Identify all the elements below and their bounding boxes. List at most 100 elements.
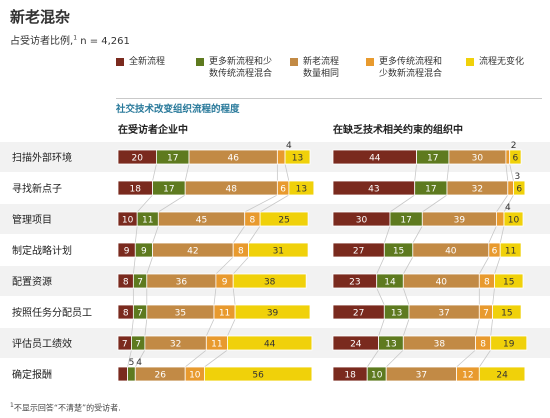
row-label: 评估员工绩效 <box>12 337 72 350</box>
legend-swatch-new <box>116 58 124 66</box>
data-label: 8 <box>480 340 486 350</box>
data-label: 20 <box>131 154 143 164</box>
data-label: 11 <box>211 340 222 350</box>
row-label: 管理项目 <box>12 213 52 226</box>
section-divider <box>116 98 542 99</box>
data-label: 18 <box>344 371 356 381</box>
data-label: 39 <box>267 309 279 319</box>
bar-segment-no-change <box>499 242 522 258</box>
data-label: 6 <box>280 185 286 195</box>
subtitle-footnote-marker: 1 <box>73 34 78 42</box>
data-label: 5 <box>129 358 135 368</box>
data-label: 35 <box>175 309 186 319</box>
data-label: 10 <box>189 371 201 381</box>
data-label: 2 <box>511 141 517 151</box>
data-label: 27 <box>353 309 364 319</box>
data-label: 8 <box>484 278 490 288</box>
data-label: 17 <box>163 185 174 195</box>
data-label: 10 <box>122 216 134 226</box>
data-label: 19 <box>503 340 515 350</box>
data-label: 44 <box>264 340 276 350</box>
data-label: 4 <box>286 141 292 151</box>
data-label: 18 <box>130 185 142 195</box>
row-label: 配置资源 <box>12 275 52 288</box>
row-label: 扫描外部环境 <box>12 151 72 164</box>
data-label: 56 <box>252 371 264 381</box>
legend-label-no-change: 流程无变化 <box>479 57 525 67</box>
legend-label-mostly-old: 更多传统流程和 少数新流程混合 <box>379 57 443 79</box>
row-label: 制定战略计划 <box>12 244 72 257</box>
data-label: 24 <box>350 340 362 350</box>
bar-segment-no-change <box>248 242 309 258</box>
chart-title: 新老混杂 <box>10 8 71 26</box>
data-label: 44 <box>369 154 381 164</box>
stacked-bar-chart: 扫描外部环境寻找新点子管理项目制定战略计划配置资源按照任务分配员工评估员工绩效确… <box>0 141 550 389</box>
data-label: 7 <box>137 278 143 288</box>
data-label: 7 <box>483 309 489 319</box>
bar-segment-no-change <box>232 273 307 289</box>
data-label: 6 <box>492 247 498 257</box>
section-title: 社交技术改变组织流程的程度 <box>116 104 240 115</box>
data-label: 15 <box>393 247 404 257</box>
panel-title-left: 在受访者企业中 <box>118 125 188 136</box>
bar-segment-no-change <box>503 211 524 227</box>
data-label: 8 <box>123 278 129 288</box>
row-label: 按照任务分配员工 <box>12 306 92 319</box>
data-label: 15 <box>503 278 514 288</box>
footnote-text: 不显示回答“不清楚”的受访者. <box>13 403 121 413</box>
data-label: 40 <box>436 278 448 288</box>
data-label: 24 <box>496 371 508 381</box>
data-label: 30 <box>472 154 484 164</box>
bar-segment-mostly-old <box>276 149 286 165</box>
data-label: 42 <box>187 247 198 257</box>
bar-segment-no-change <box>513 180 526 196</box>
data-label: 38 <box>264 278 276 288</box>
bar-segment-no-change <box>259 211 309 227</box>
data-label: 10 <box>371 371 383 381</box>
data-label: 17 <box>167 154 178 164</box>
data-label: 43 <box>368 185 379 195</box>
data-label: 14 <box>384 278 396 288</box>
footnote: 1不显示回答“不清楚”的受访者. <box>10 402 121 414</box>
data-label: 13 <box>292 154 303 164</box>
bar-segment-mostly-old <box>505 149 511 165</box>
data-label: 11 <box>219 309 230 319</box>
data-label: 7 <box>137 309 143 319</box>
legend-swatch-no-change <box>466 58 474 66</box>
data-label: 46 <box>227 154 239 164</box>
data-label: 25 <box>278 216 289 226</box>
data-label: 39 <box>454 216 466 226</box>
legend-label-equal: 新老流程 数量相同 <box>303 57 340 79</box>
subtitle-sample-size: n = 4,261 <box>77 36 130 47</box>
bar-segment-no-change <box>234 304 311 320</box>
data-label: 13 <box>385 340 396 350</box>
bar-segment-no-change <box>509 149 522 165</box>
data-label: 8 <box>238 247 244 257</box>
data-label: 11 <box>505 247 516 257</box>
data-label: 3 <box>515 172 521 182</box>
data-label: 9 <box>222 278 228 288</box>
chart-subtitle: 占受访者比例,1 n = 4,261 <box>10 32 130 47</box>
data-label: 13 <box>391 309 402 319</box>
legend-swatch-mostly-new <box>196 58 204 66</box>
data-label: 40 <box>445 247 457 257</box>
data-label: 13 <box>296 185 307 195</box>
bar-segment-no-change <box>288 180 315 196</box>
data-label: 30 <box>356 216 368 226</box>
data-label: 37 <box>438 309 449 319</box>
data-label: 38 <box>434 340 446 350</box>
data-label: 9 <box>124 247 130 257</box>
data-label: 17 <box>427 154 438 164</box>
data-label: 12 <box>462 371 473 381</box>
data-label: 27 <box>353 247 364 257</box>
bar-segment-mostly-new <box>127 366 136 382</box>
legend-label-mostly-new: 更多新流程和少 数传统流程混合 <box>209 57 273 79</box>
bar-segment-no-change <box>284 149 311 165</box>
bar-segment-no-change <box>478 366 526 382</box>
data-label: 32 <box>472 185 483 195</box>
bar-segment-no-change <box>203 366 313 382</box>
data-label: 17 <box>425 185 436 195</box>
data-label: 15 <box>501 309 512 319</box>
bar-segment-no-change <box>227 335 313 351</box>
footnote-marker: 1 <box>10 402 14 409</box>
